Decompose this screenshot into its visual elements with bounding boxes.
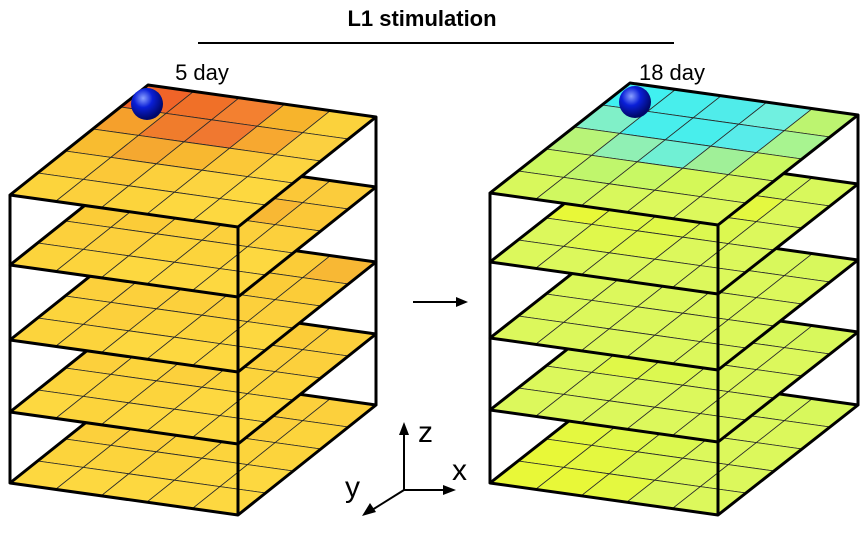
cube-5-day (8, 83, 378, 517)
figure-title: L1 stimulation (347, 6, 496, 31)
stimulation-marker (131, 88, 163, 120)
z-axis-arrowhead (399, 422, 409, 435)
x-axis-label: x (452, 454, 467, 487)
day-label-18: 18 day (639, 60, 705, 85)
layer-1 (488, 81, 860, 227)
x-axis-arrowhead (443, 485, 456, 495)
layer-outline (8, 83, 378, 229)
cube-18-day (488, 81, 860, 517)
stimulation-marker (619, 86, 651, 118)
layer-1 (8, 83, 378, 229)
day-label-5: 5 day (175, 60, 229, 85)
y-axis-line (371, 489, 405, 511)
y-axis-arrowhead (362, 503, 376, 516)
y-axis-label: y (345, 471, 360, 504)
z-axis-label: z (418, 416, 433, 449)
axes-indicator: z x y (345, 416, 467, 516)
right-arrow-icon (413, 297, 468, 307)
layer-outline (488, 81, 860, 227)
